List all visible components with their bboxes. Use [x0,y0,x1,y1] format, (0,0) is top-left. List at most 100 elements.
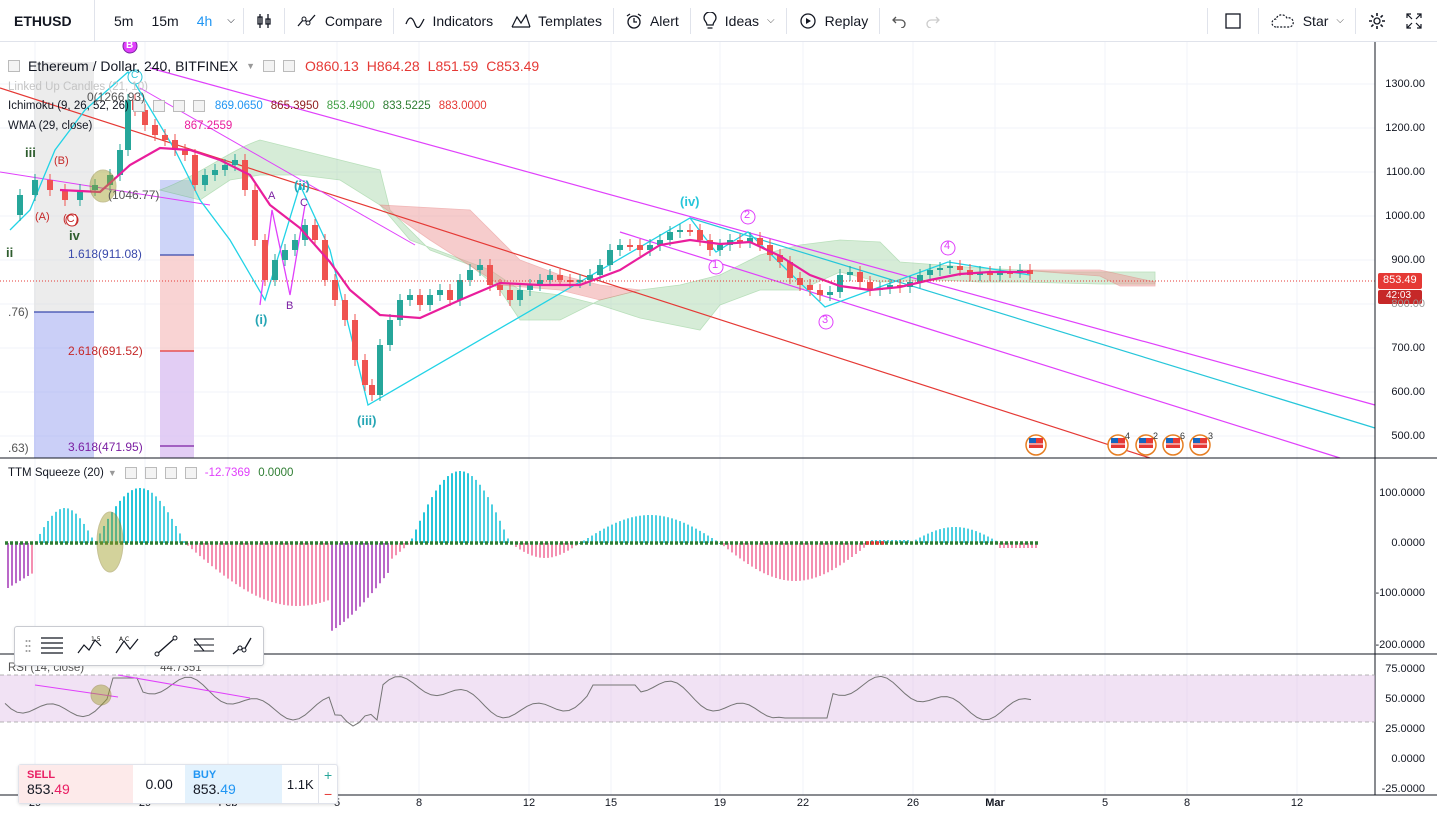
collapse-icon[interactable] [8,60,20,72]
ttm-bar [211,543,213,567]
ttm-bar [391,543,393,559]
fullscreen-toggle-button[interactable] [1210,0,1256,42]
ttm-bar [275,543,277,604]
buy-button[interactable]: BUY 853.49 [184,765,283,803]
us-event-flag-icon[interactable] [1107,434,1129,456]
main-legend-title: Ethereum / Dollar, 240, BITFINEX [28,58,239,74]
wave-label-C-small: C [300,197,308,209]
settings-icon[interactable] [283,60,296,72]
path-tool[interactable] [223,629,261,663]
economic-events[interactable] [1025,434,1211,456]
toolbar-right: Star ⌵ [1205,0,1437,42]
indicators-button[interactable]: Indicators [396,0,502,42]
settings-button[interactable] [1358,0,1396,42]
us-event-flag-icon[interactable] [1135,434,1157,456]
ttm-bar [763,543,765,574]
interval-5m[interactable]: 5m [114,12,134,29]
ttm-bar [903,540,905,543]
candle-body [557,275,563,280]
fib-channel-tool[interactable] [185,629,223,663]
source-icon[interactable] [172,100,185,112]
ttm-bar [347,543,349,619]
quantity-input[interactable]: 1.1K [286,776,314,792]
visibility-icon[interactable] [124,467,137,479]
ttm-bar [827,543,829,573]
source-icon[interactable] [164,467,177,479]
ttm-bar [839,543,841,566]
ttm-bar [315,543,317,604]
ideas-button[interactable]: Ideas ⌵ [693,0,784,42]
wave-label-iv-top: iv [69,228,80,243]
ttm-bar [947,527,949,543]
fib-label: 3.618(471.95) [68,440,143,454]
ttm-bar [955,527,957,543]
templates-button[interactable]: Templates [502,0,611,42]
candle-body [369,385,375,395]
increase-quantity-button[interactable]: + [323,766,333,783]
elliott-correction-tool[interactable]: A C [109,629,147,663]
ttm-bar [799,543,801,581]
symbol-search[interactable]: ETHUSD [0,0,95,42]
ttm-bar [175,526,177,543]
svg-text:1 5: 1 5 [91,636,101,643]
ttm-bar [563,543,565,553]
ttm-bar [63,508,65,543]
divider [283,7,285,34]
ttm-bar [479,484,481,543]
ttm-bar [923,535,925,543]
indicators-label: Indicators [432,12,494,29]
redo-button[interactable] [916,0,950,42]
ttm-bar [707,535,709,543]
ttm-bar [535,543,537,557]
interval-dropdown[interactable]: ⌵ [221,0,241,42]
compare-button[interactable]: Compare [287,0,392,42]
chart-canvas[interactable] [0,42,1437,813]
replay-button[interactable]: Replay [789,0,878,42]
visibility-icon[interactable] [263,60,276,72]
close-icon[interactable] [192,100,205,112]
rsi-scale-label: 75.0000 [1385,663,1425,675]
close-icon[interactable] [184,467,197,479]
visibility-icon[interactable] [132,100,145,112]
us-event-flag-icon[interactable] [1025,434,1047,456]
candle-body [342,300,348,320]
star-button[interactable]: Star ⌵ [1261,0,1353,42]
interval-4h[interactable]: 4h [196,12,213,29]
ttm-bar [863,543,865,548]
us-event-flag-icon[interactable] [1162,434,1184,456]
candle-body [917,275,923,282]
ttm-bar [135,488,137,543]
ttm-bar [699,530,701,543]
sell-button[interactable]: SELL 853.49 [19,765,134,803]
settings-icon[interactable] [152,100,165,112]
us-event-flag-icon[interactable] [1189,434,1211,456]
legend-dropdown-icon[interactable]: ▼ [107,468,117,478]
ttm-bar [659,515,661,543]
chart-type-button[interactable] [246,0,282,42]
ttm-bar [603,528,605,543]
elliott-impulse-tool[interactable]: 1 5 [71,629,109,663]
rsi-band [0,675,1375,722]
trend-line-tool[interactable] [147,629,185,663]
ttm-bar [767,543,769,576]
ttm-bar [459,471,461,543]
rsi-trendline [117,674,251,699]
interval-15m[interactable]: 15m [151,12,179,29]
ttm-bar [107,518,109,543]
fib-retracement-tool[interactable] [33,629,71,663]
settings-icon[interactable] [144,467,157,479]
undo-button[interactable] [882,0,916,42]
legend-dropdown-icon[interactable]: ▼ [246,61,256,71]
event-count: 4 [1125,431,1131,441]
expand-button[interactable] [1396,0,1437,42]
ttm-bar [55,511,57,543]
candle-body [252,190,258,240]
alert-button[interactable]: Alert [616,0,688,42]
ttm-bar [663,516,665,543]
candle-body [657,240,663,245]
ttm-bar [431,497,433,543]
wave-label-B-small: B [286,300,294,312]
drag-handle[interactable] [23,629,33,663]
ttm-value-1: -12.7369 [204,467,251,479]
decrease-quantity-button[interactable]: − [323,785,333,802]
